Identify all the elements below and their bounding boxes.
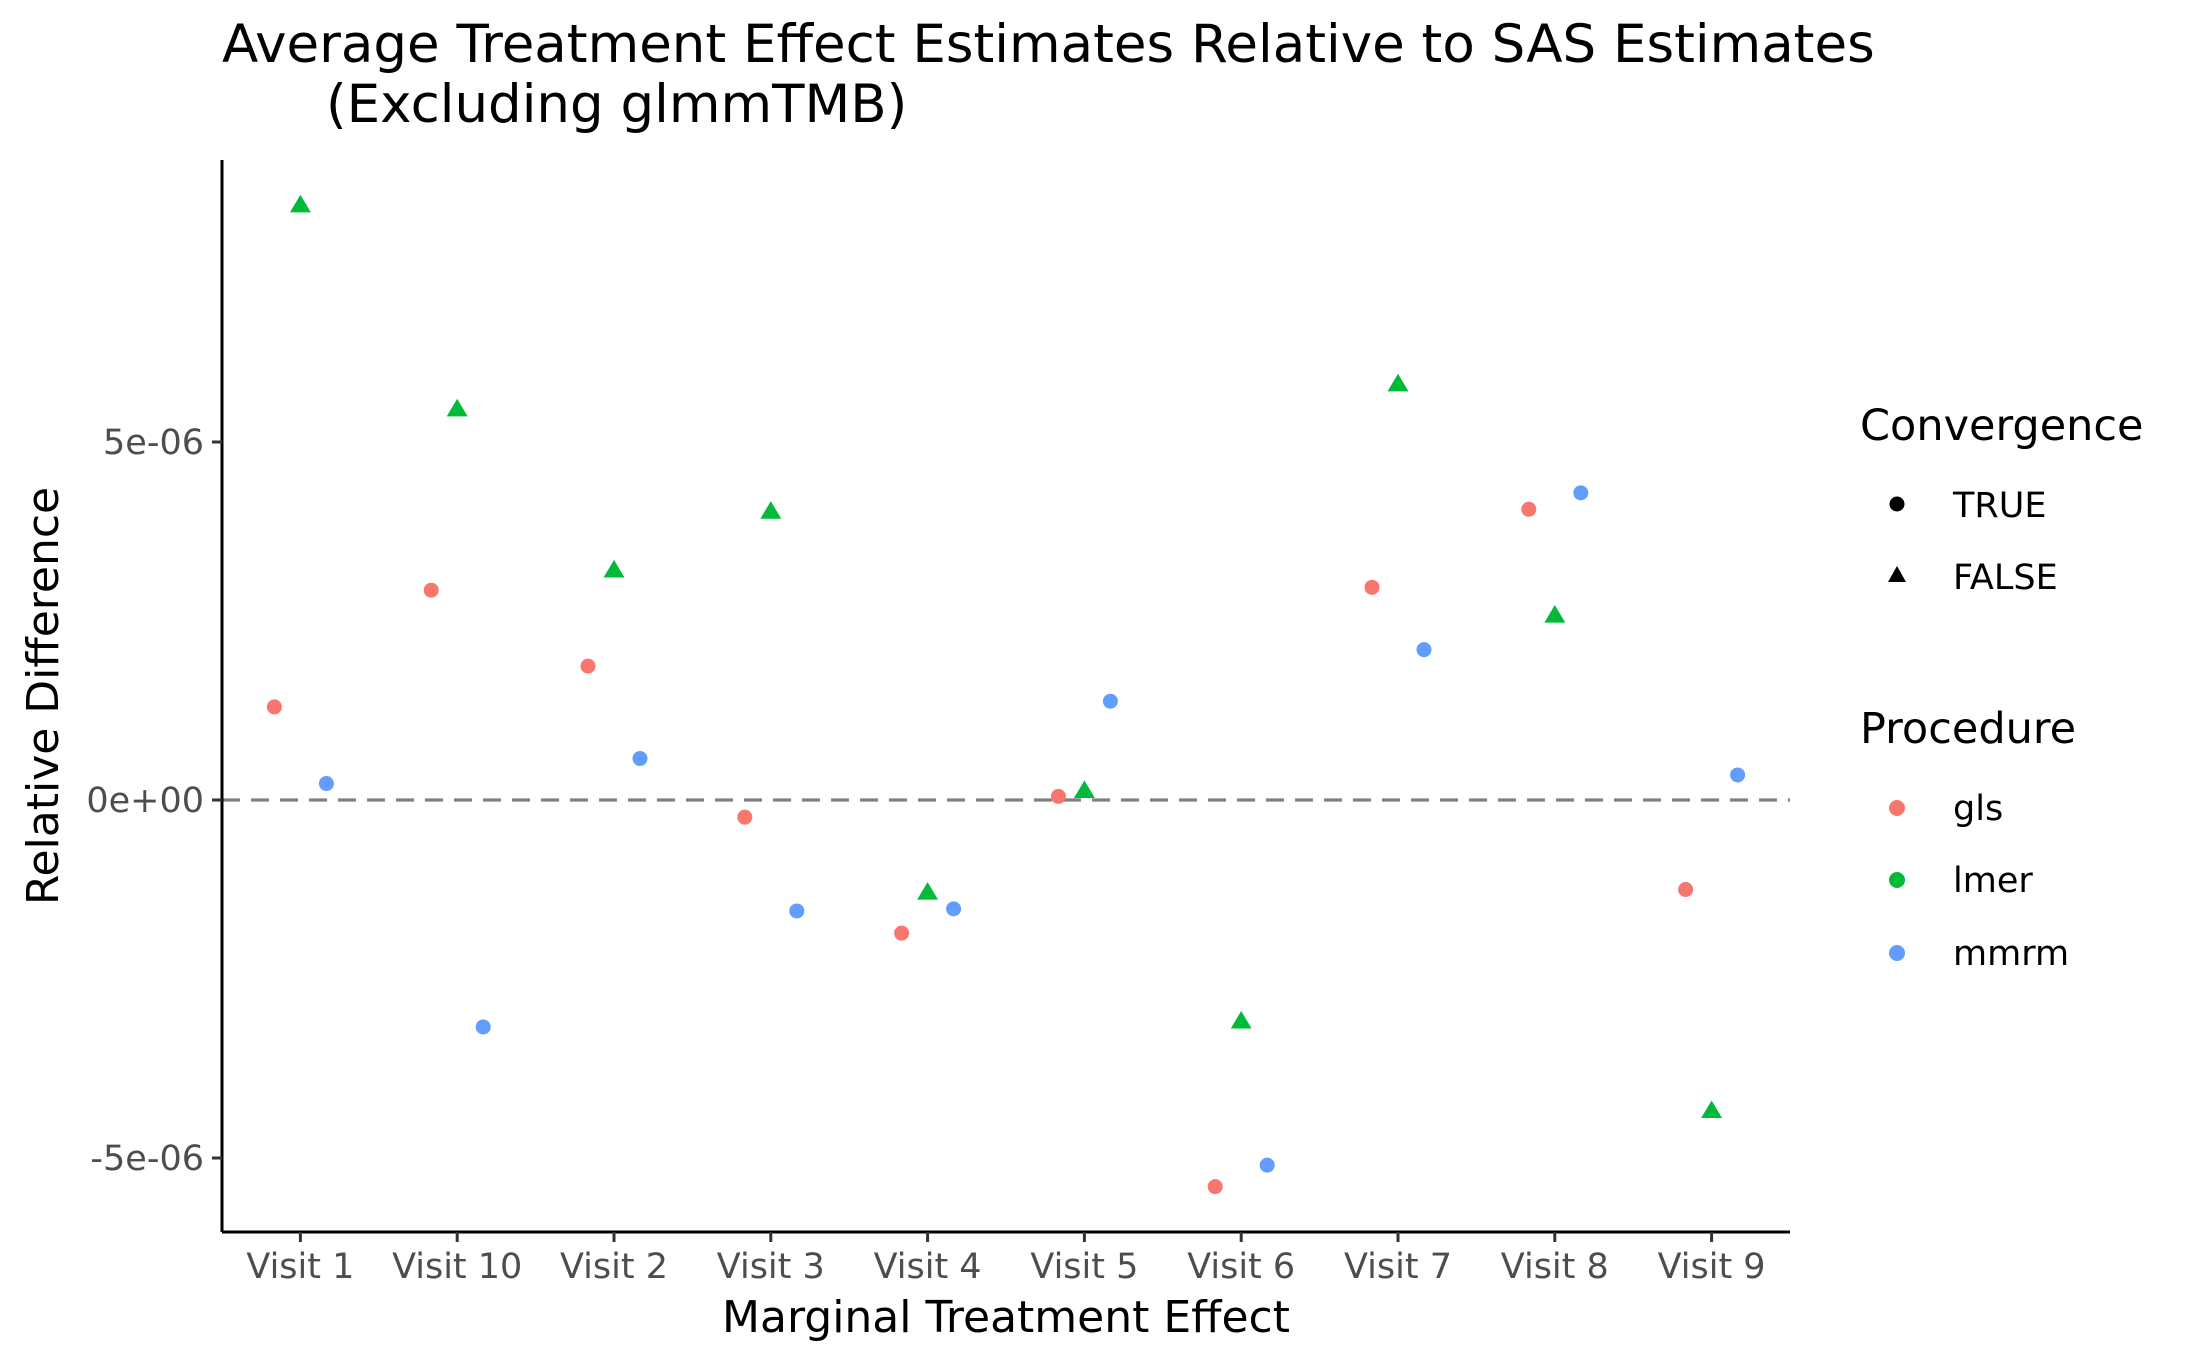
data-point-gls [1364,579,1380,595]
data-point-lmer [289,194,311,213]
x-tick-label: Visit 6 [1187,1247,1295,1287]
y-axis-ticks: -5e-06 0e+00 5e-06 [86,423,222,1179]
legend-key-circle [1889,496,1905,512]
data-point-mmrm [475,1019,491,1035]
legend-key-mmrm [1889,945,1905,961]
data-point-lmer [1073,780,1095,799]
data-point-lmer [917,882,939,900]
legend-key-triangle [1888,566,1906,582]
x-tick-label: Visit 5 [1030,1247,1138,1287]
legend-label-mmrm: mmrm [1953,934,2069,974]
x-tick-label: Visit 2 [560,1247,668,1287]
legend-title-procedure: Procedure [1860,704,2076,754]
data-point-gls [1207,1179,1223,1195]
data-point-lmer [603,559,625,578]
data-point-gls [737,809,753,825]
data-point-mmrm [1416,642,1432,658]
x-tick-label: Visit 1 [246,1247,354,1287]
data-point-mmrm [1730,767,1746,783]
data-point-gls [894,925,910,941]
y-axis-title: Relative Difference [18,487,69,905]
data-point-mmrm [1102,693,1118,709]
data-point-mmrm [318,776,334,792]
data-point-gls [423,582,439,598]
data-points [266,194,1746,1195]
x-tick-label: Visit 4 [874,1247,982,1287]
data-point-lmer [760,501,782,519]
data-point-mmrm [946,901,962,917]
legend-key-lmer [1889,872,1905,888]
data-point-mmrm [789,903,805,919]
chart-title-line1: Average Treatment Effect Estimates Relat… [222,14,1875,75]
legend-key-gls [1889,800,1905,816]
y-tick-label: -5e-06 [90,1139,204,1179]
legend-label-lmer: lmer [1953,861,2033,901]
legend-label-true: TRUE [1952,486,2046,526]
x-axis-ticks: Visit 1 Visit 10 Visit 2 Visit 3 Visit 4 Visi… [246,1232,1766,1287]
legend-label-gls: gls [1953,789,2003,829]
data-point-mmrm [1259,1157,1275,1173]
legend: Convergence TRUE FALSE Procedure gls lme… [1860,401,2144,974]
data-point-lmer [446,398,468,417]
data-point-lmer [1701,1100,1723,1119]
x-axis-title: Marginal Treatment Effect [722,1292,1290,1343]
chart-title-line2: (Excluding glmmTMB) [326,74,907,135]
data-point-gls [1678,882,1694,897]
data-point-gls [266,699,282,715]
x-tick-label: Visit 9 [1658,1247,1766,1287]
data-point-gls [1050,788,1066,804]
data-point-gls [1521,501,1537,517]
x-tick-label: Visit 7 [1344,1247,1452,1287]
y-tick-label: 0e+00 [86,781,204,821]
data-point-lmer [1544,604,1566,623]
data-point-gls [580,658,596,674]
data-point-mmrm [1573,485,1589,501]
legend-label-false: FALSE [1953,558,2058,598]
data-point-lmer [1387,373,1409,392]
legend-title-convergence: Convergence [1860,401,2144,451]
x-tick-label: Visit 8 [1501,1247,1609,1287]
data-point-lmer [1230,1010,1252,1029]
x-tick-label: Visit 3 [717,1247,825,1287]
data-point-mmrm [632,750,648,766]
x-tick-label: Visit 10 [392,1247,522,1287]
y-tick-label: 5e-06 [103,423,204,463]
